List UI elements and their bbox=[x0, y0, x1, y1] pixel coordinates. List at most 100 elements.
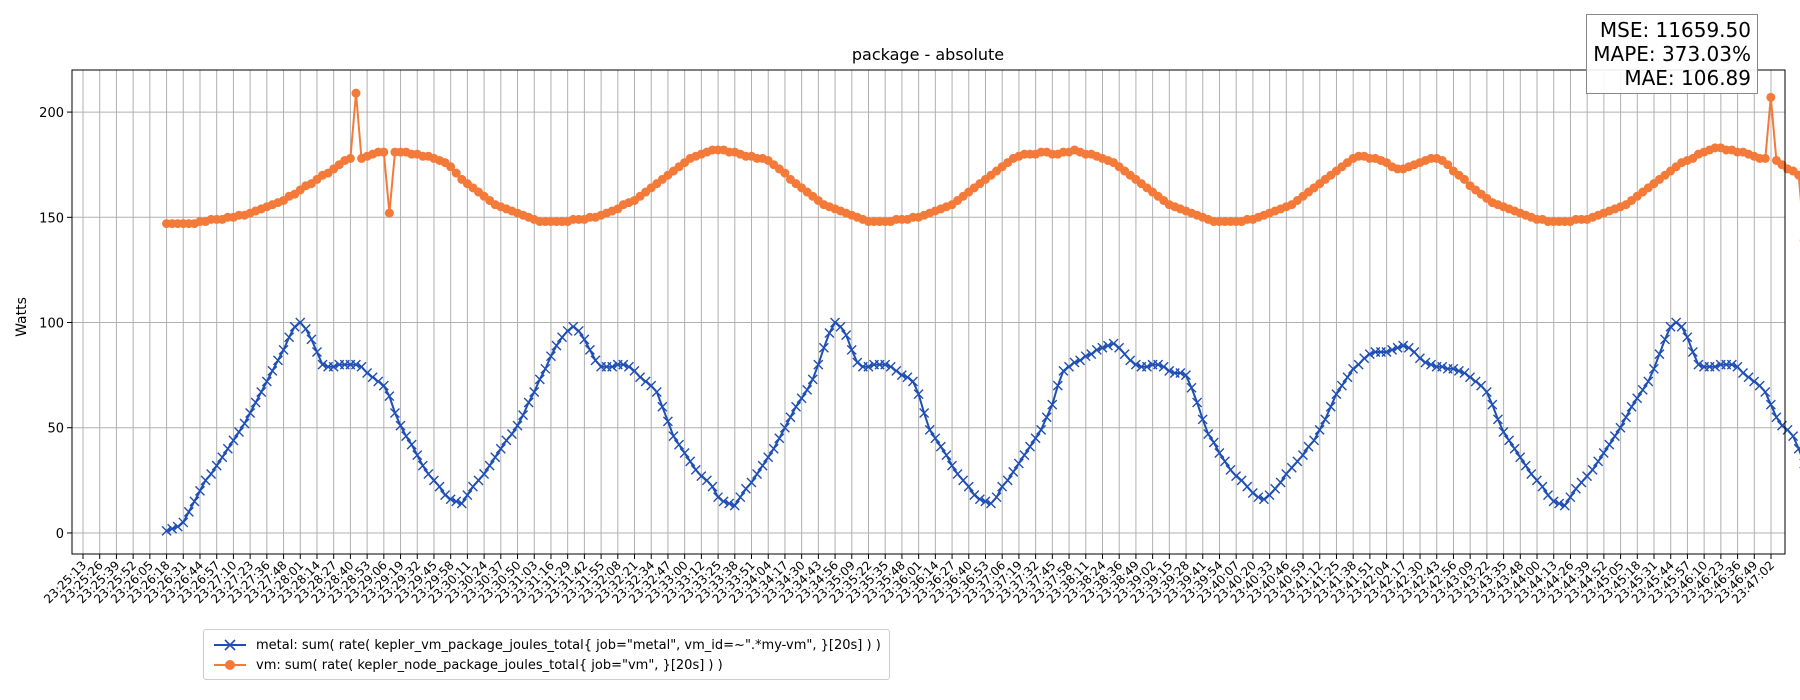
data-point bbox=[272, 355, 283, 366]
data-point bbox=[434, 481, 445, 492]
data-point bbox=[768, 443, 779, 454]
data-point bbox=[1219, 456, 1230, 467]
data-point bbox=[896, 370, 907, 381]
data-point bbox=[233, 426, 244, 437]
data-point bbox=[651, 386, 662, 397]
legend-label-vm: vm: sum( rate( kepler_node_package_joule… bbox=[256, 657, 723, 673]
data-point bbox=[1403, 342, 1414, 353]
data-point bbox=[1186, 382, 1197, 393]
data-point bbox=[1125, 355, 1136, 366]
data-point bbox=[1448, 363, 1459, 374]
data-point bbox=[1643, 376, 1654, 387]
data-point bbox=[178, 517, 189, 528]
chart-title: package - absolute bbox=[852, 45, 1004, 64]
data-point bbox=[852, 357, 863, 368]
data-point bbox=[261, 376, 272, 387]
data-point bbox=[317, 359, 328, 370]
data-point bbox=[841, 330, 852, 341]
data-point bbox=[846, 344, 857, 355]
data-point bbox=[451, 496, 462, 507]
data-point bbox=[891, 365, 902, 376]
data-point bbox=[1437, 361, 1448, 372]
data-point bbox=[529, 386, 540, 397]
data-point bbox=[1682, 332, 1693, 343]
data-point bbox=[1515, 452, 1526, 463]
data-point bbox=[412, 450, 423, 461]
data-point bbox=[328, 361, 339, 372]
data-point bbox=[818, 342, 829, 353]
data-point bbox=[746, 477, 757, 488]
y-tick-label: 100 bbox=[39, 317, 64, 332]
data-point bbox=[194, 485, 205, 496]
data-point bbox=[713, 492, 724, 503]
data-point bbox=[640, 376, 651, 387]
data-point bbox=[1364, 349, 1375, 360]
data-point bbox=[796, 393, 807, 404]
data-point bbox=[1648, 363, 1659, 374]
data-point bbox=[707, 481, 718, 492]
data-point bbox=[401, 431, 412, 442]
data-point bbox=[1465, 372, 1476, 383]
data-point bbox=[607, 361, 618, 372]
data-point bbox=[1097, 342, 1108, 353]
legend-label-metal: metal: sum( rate( kepler_vm_package_joul… bbox=[256, 637, 881, 653]
data-point bbox=[1164, 365, 1175, 376]
data-point bbox=[406, 439, 417, 450]
data-point bbox=[250, 397, 261, 408]
data-point bbox=[908, 376, 918, 387]
data-point bbox=[774, 433, 785, 444]
data-point bbox=[1504, 435, 1515, 446]
data-point bbox=[284, 332, 295, 343]
data-point bbox=[1693, 359, 1704, 370]
x-ticks: 23:25:1323:25:2623:25:3923:25:5223:26:05… bbox=[41, 554, 1777, 606]
data-point bbox=[350, 359, 361, 370]
data-point bbox=[635, 372, 646, 383]
data-point bbox=[1559, 500, 1570, 511]
data-point bbox=[1548, 496, 1559, 507]
data-point bbox=[1141, 361, 1152, 372]
data-point bbox=[167, 523, 178, 534]
y-axis-label: Watts bbox=[14, 297, 30, 337]
data-point bbox=[1008, 466, 1019, 477]
data-point bbox=[1459, 368, 1470, 379]
data-point bbox=[1063, 361, 1074, 372]
data-point bbox=[1598, 447, 1609, 458]
data-point bbox=[1470, 376, 1481, 387]
mae-metric: MAE: 106.89 bbox=[1624, 66, 1751, 90]
data-point bbox=[1760, 386, 1771, 397]
data-point bbox=[1453, 365, 1464, 376]
data-point bbox=[780, 168, 790, 178]
data-point bbox=[657, 401, 668, 412]
data-point bbox=[963, 481, 974, 492]
data-point bbox=[1180, 370, 1191, 381]
data-point bbox=[451, 168, 461, 178]
data-point bbox=[1036, 424, 1047, 435]
data-point bbox=[1381, 346, 1392, 357]
data-point bbox=[941, 450, 952, 461]
data-point bbox=[1660, 334, 1670, 345]
legend-marker-metal bbox=[214, 639, 246, 651]
data-point bbox=[1766, 92, 1776, 102]
data-point bbox=[1231, 471, 1242, 482]
data-point bbox=[484, 460, 495, 471]
data-point bbox=[1498, 426, 1509, 437]
data-point bbox=[1392, 342, 1403, 353]
data-point bbox=[946, 460, 957, 471]
legend-marker-vm bbox=[214, 660, 246, 670]
data-point bbox=[462, 490, 473, 501]
data-point bbox=[378, 380, 389, 391]
data-point bbox=[228, 435, 239, 446]
data-point bbox=[389, 408, 400, 419]
data-point bbox=[490, 452, 501, 463]
data-point bbox=[222, 443, 233, 454]
data-point bbox=[1509, 443, 1520, 454]
legend: metal: sum( rate( kepler_vm_package_joul… bbox=[203, 629, 890, 680]
data-point bbox=[1052, 380, 1063, 391]
data-point bbox=[1398, 340, 1409, 351]
data-point bbox=[367, 372, 378, 383]
data-point bbox=[1604, 439, 1615, 450]
data-point bbox=[813, 359, 824, 370]
data-point bbox=[1793, 443, 1800, 454]
data-point bbox=[1565, 492, 1576, 503]
data-point bbox=[913, 389, 924, 400]
